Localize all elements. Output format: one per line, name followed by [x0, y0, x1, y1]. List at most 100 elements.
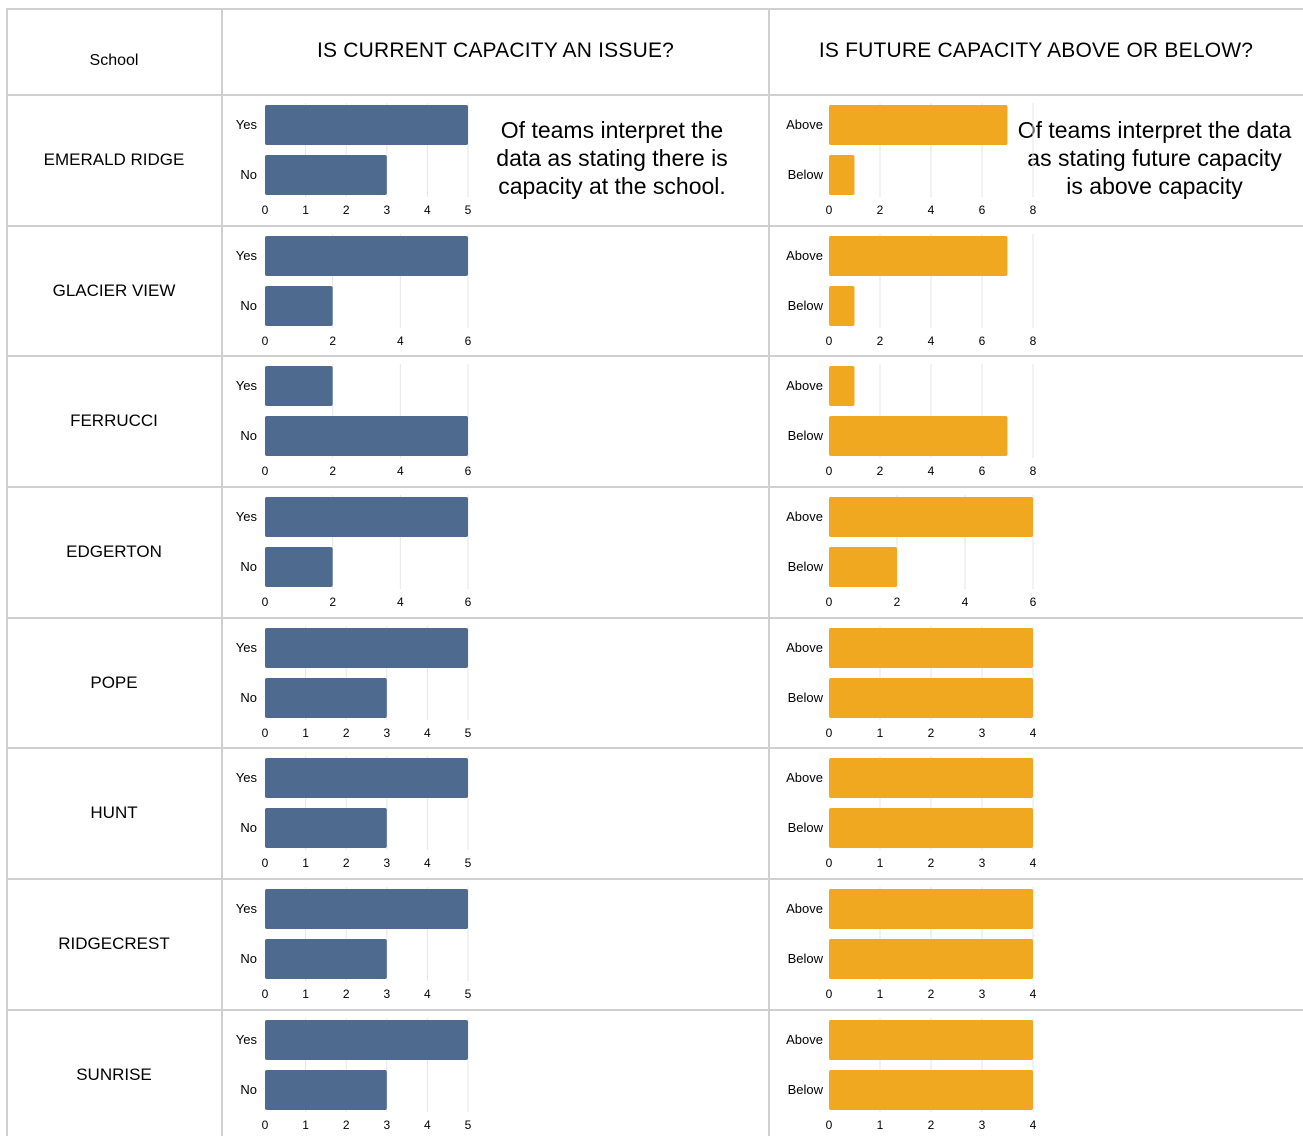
current-category-label: Yes — [236, 117, 258, 132]
future-bar — [829, 1020, 1033, 1060]
future-tick-label: 3 — [979, 726, 986, 740]
table-rule-horizontal — [6, 1009, 1303, 1011]
table-rule-horizontal — [6, 355, 1303, 357]
future-category-label: Above — [786, 1032, 823, 1047]
current-bar — [265, 286, 333, 326]
future-tick-label: 8 — [1030, 334, 1037, 348]
current-category-label: Yes — [236, 901, 258, 916]
table-rule-horizontal — [6, 8, 1303, 10]
future-tick-label: 0 — [826, 856, 833, 870]
future-tick-label: 0 — [826, 726, 833, 740]
future-category-label: Above — [786, 248, 823, 263]
table-rule-horizontal — [6, 94, 1303, 96]
current-tick-label: 6 — [465, 334, 472, 348]
future-category-label: Below — [788, 1082, 824, 1097]
future-tick-label: 4 — [1030, 726, 1037, 740]
current-tick-label: 2 — [329, 334, 336, 348]
current-tick-label: 2 — [329, 595, 336, 609]
future-tick-label: 3 — [979, 1118, 986, 1132]
current-tick-label: 1 — [302, 726, 309, 740]
school-name: SUNRISE — [76, 1065, 152, 1084]
future-tick-label: 4 — [928, 203, 935, 217]
future-bar — [829, 155, 855, 195]
current-tick-label: 0 — [262, 987, 269, 1001]
current-category-label: No — [240, 428, 257, 443]
current-tick-label: 1 — [302, 203, 309, 217]
future-category-label: Below — [788, 428, 824, 443]
future-bar — [829, 758, 1033, 798]
future-bar — [829, 678, 1033, 718]
future-tick-label: 4 — [928, 334, 935, 348]
future-category-label: Below — [788, 690, 824, 705]
future-tick-label: 6 — [979, 203, 986, 217]
current-tick-label: 4 — [424, 1118, 431, 1132]
current-tick-label: 4 — [424, 203, 431, 217]
future-tick-label: 2 — [928, 856, 935, 870]
current-tick-label: 4 — [424, 856, 431, 870]
future-category-label: Above — [786, 901, 823, 916]
future-bar — [829, 1070, 1033, 1110]
future-tick-label: 3 — [979, 987, 986, 1001]
table-rule-horizontal — [6, 486, 1303, 488]
current-tick-label: 0 — [262, 856, 269, 870]
current-tick-label: 4 — [397, 595, 404, 609]
current-bar — [265, 416, 468, 456]
current-category-label: Yes — [236, 248, 258, 263]
future-tick-label: 4 — [928, 464, 935, 478]
future-tick-label: 2 — [928, 726, 935, 740]
future-tick-label: 3 — [979, 856, 986, 870]
current-bar — [265, 1020, 468, 1060]
current-category-label: No — [240, 820, 257, 835]
current-annotation-line: Of teams interpret the — [500, 117, 724, 143]
current-tick-label: 0 — [262, 203, 269, 217]
current-bar — [265, 547, 333, 587]
current-tick-label: 5 — [465, 726, 472, 740]
current-tick-label: 4 — [424, 726, 431, 740]
future-annotation-line: as stating future capacity — [1027, 145, 1282, 171]
current-tick-label: 0 — [262, 726, 269, 740]
current-category-label: No — [240, 298, 257, 313]
future-tick-label: 2 — [877, 203, 884, 217]
future-category-label: Below — [788, 559, 824, 574]
current-bar — [265, 236, 468, 276]
current-bar — [265, 105, 468, 145]
future-tick-label: 1 — [877, 987, 884, 1001]
current-category-label: No — [240, 951, 257, 966]
future-category-label: Above — [786, 117, 823, 132]
current-tick-label: 3 — [383, 987, 390, 1001]
current-category-label: Yes — [236, 640, 258, 655]
current-tick-label: 5 — [465, 203, 472, 217]
current-bar — [265, 939, 387, 979]
future-capacity-header: IS FUTURE CAPACITY ABOVE OR BELOW? — [818, 39, 1254, 62]
current-tick-label: 5 — [465, 856, 472, 870]
future-bar — [829, 889, 1033, 929]
current-tick-label: 5 — [465, 1118, 472, 1132]
current-tick-label: 2 — [343, 726, 350, 740]
current-tick-label: 5 — [465, 987, 472, 1001]
current-bar — [265, 155, 387, 195]
future-tick-label: 2 — [877, 334, 884, 348]
current-category-label: No — [240, 167, 257, 182]
future-tick-label: 6 — [979, 334, 986, 348]
current-category-label: Yes — [236, 770, 258, 785]
current-tick-label: 2 — [329, 464, 336, 478]
current-category-label: No — [240, 559, 257, 574]
current-tick-label: 2 — [343, 1118, 350, 1132]
future-bar — [829, 497, 1033, 537]
school-name: EDGERTON — [66, 542, 162, 561]
table-rule-vertical — [768, 8, 770, 1136]
future-category-label: Below — [788, 951, 824, 966]
future-annotation-line: is above capacity — [1066, 173, 1243, 199]
future-tick-label: 4 — [1030, 856, 1037, 870]
current-capacity-header: IS CURRENT CAPACITY AN ISSUE? — [316, 39, 675, 62]
future-category-label: Below — [788, 167, 824, 182]
future-tick-label: 6 — [1030, 595, 1037, 609]
current-tick-label: 2 — [343, 856, 350, 870]
current-bar — [265, 628, 468, 668]
current-tick-label: 0 — [262, 595, 269, 609]
future-bar — [829, 366, 855, 406]
table-rule-horizontal — [6, 225, 1303, 227]
current-tick-label: 3 — [383, 1118, 390, 1132]
current-tick-label: 3 — [383, 726, 390, 740]
